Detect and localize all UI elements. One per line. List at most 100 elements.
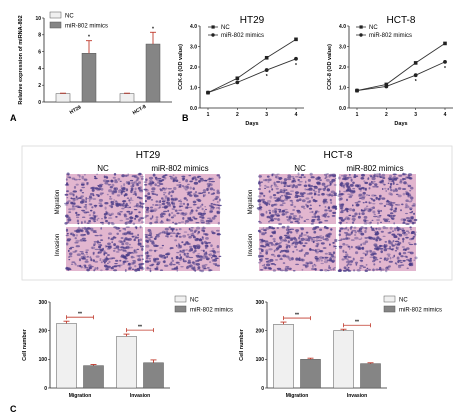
stained-cell — [297, 210, 302, 214]
stained-cell — [150, 222, 153, 224]
stained-cell — [86, 255, 89, 258]
stained-cell — [276, 214, 281, 217]
stained-cell — [369, 221, 372, 224]
stained-cell — [178, 222, 182, 224]
stained-cell — [320, 237, 323, 239]
stained-cell — [322, 213, 327, 217]
stained-cell — [72, 199, 76, 202]
stained-cell — [393, 254, 396, 258]
micro-ht29-title: HT29 — [136, 150, 161, 161]
stained-cell — [347, 193, 351, 196]
stained-cell — [387, 214, 390, 217]
stained-cell — [375, 268, 379, 271]
chart-b2-point-mimic — [413, 73, 418, 78]
stained-cell — [386, 267, 389, 269]
stained-cell — [184, 222, 187, 225]
stained-cell — [382, 218, 386, 221]
stained-cell — [173, 267, 179, 270]
stained-cell — [371, 176, 376, 181]
stained-cell — [323, 258, 328, 260]
stained-cell — [270, 243, 274, 246]
stained-cell — [375, 238, 379, 242]
stained-cell — [264, 184, 267, 187]
stained-cell — [405, 212, 408, 215]
stained-cell — [376, 175, 379, 178]
stained-cell — [130, 197, 133, 200]
stained-cell — [124, 257, 128, 260]
stained-cell — [392, 214, 396, 217]
stained-cell — [285, 255, 290, 258]
stained-cell — [73, 205, 77, 208]
chart-b1-series-line-mimic — [207, 58, 297, 94]
stained-cell — [325, 226, 329, 230]
stained-cell — [296, 199, 300, 202]
stained-cell — [107, 221, 111, 225]
stained-cell — [152, 204, 155, 206]
stained-cell — [312, 189, 316, 191]
stained-cell — [155, 233, 160, 236]
stained-cell — [158, 183, 164, 185]
stained-cell — [73, 197, 78, 199]
chart-a-ytick-label: 0 — [38, 100, 41, 106]
stained-cell — [361, 195, 366, 199]
stained-cell — [379, 238, 383, 241]
stained-cell — [140, 202, 145, 205]
stained-cell — [190, 209, 194, 213]
chart-c2-bar-mimic — [360, 363, 381, 389]
stained-cell — [128, 199, 131, 202]
stained-cell — [121, 254, 125, 257]
stained-cell — [368, 187, 371, 190]
stained-cell — [347, 266, 350, 269]
stained-cell — [303, 234, 307, 236]
stained-cell — [349, 264, 352, 266]
stained-cell — [352, 204, 354, 207]
stained-cell — [137, 239, 140, 243]
stained-cell — [109, 186, 113, 189]
stained-cell — [200, 249, 204, 252]
stained-cell — [277, 197, 280, 199]
stained-cell — [104, 202, 109, 205]
stained-cell — [368, 236, 371, 240]
stained-cell — [280, 181, 283, 185]
stained-cell — [195, 254, 200, 257]
stained-cell — [182, 234, 187, 238]
stained-cell — [208, 219, 213, 223]
stained-cell — [314, 257, 319, 260]
stained-cell — [268, 248, 273, 251]
stained-cell — [410, 196, 414, 200]
chart-c1-significance-mark: ** — [138, 325, 142, 331]
stained-cell — [373, 213, 376, 215]
stained-cell — [144, 234, 148, 236]
stained-cell — [119, 189, 122, 191]
stained-cell — [291, 257, 294, 261]
stained-cell — [259, 269, 264, 271]
stained-cell — [411, 231, 415, 233]
stained-cell — [281, 202, 286, 204]
stained-cell — [173, 198, 177, 202]
stained-cell — [395, 193, 399, 196]
chart-c1-legend-label: miR-802 mimics — [190, 308, 233, 314]
stained-cell — [189, 180, 193, 183]
stained-cell — [185, 241, 190, 245]
stained-cell — [140, 177, 144, 180]
stained-cell — [181, 212, 185, 215]
stained-cell — [267, 180, 270, 183]
micro-hct8-migration-label: Migration — [248, 190, 254, 215]
stained-cell — [307, 184, 311, 187]
stained-cell — [208, 183, 213, 187]
stained-cell — [372, 182, 375, 184]
stained-cell — [358, 193, 363, 196]
stained-cell — [188, 256, 194, 259]
stained-cell — [129, 202, 132, 204]
stained-cell — [98, 245, 102, 249]
stained-cell — [215, 207, 218, 209]
stained-cell — [382, 177, 386, 179]
stained-cell — [123, 239, 126, 243]
stained-cell — [285, 235, 289, 238]
stained-cell — [185, 219, 190, 223]
stained-cell — [337, 269, 342, 273]
stained-cell — [300, 216, 303, 219]
stained-cell — [324, 268, 328, 272]
stained-cell — [349, 207, 353, 212]
chart-b2-title: HCT-8 — [387, 15, 416, 26]
